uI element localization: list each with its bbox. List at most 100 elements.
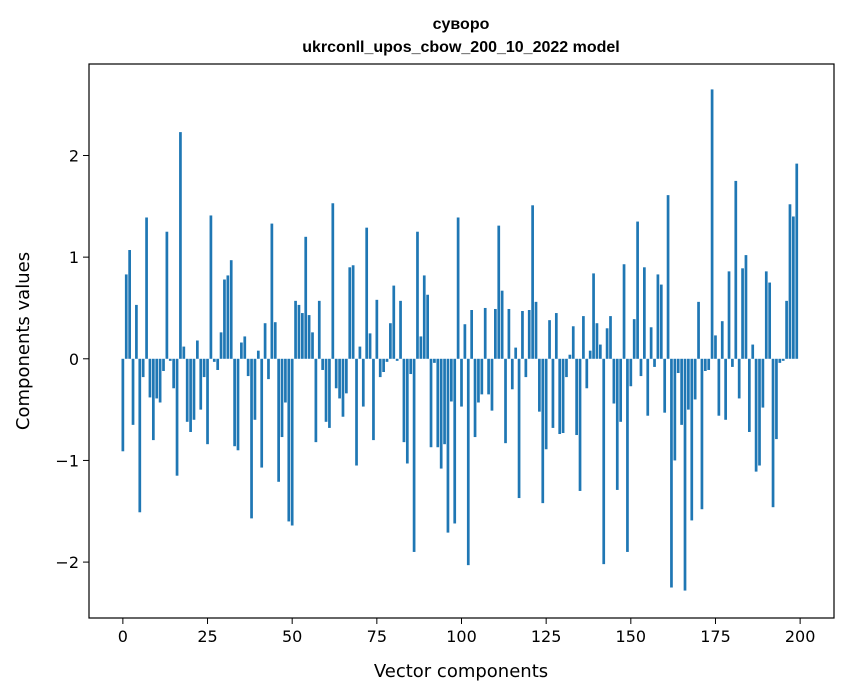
bar [229,260,233,359]
bar [433,358,436,363]
bar [334,358,338,389]
bar [426,294,429,359]
bar [392,285,396,359]
bar [131,358,135,425]
bar [781,358,785,361]
bar [449,358,453,402]
x-axis-label: Vector components [374,661,548,682]
bar [622,264,626,359]
bar [168,358,172,361]
bar [212,358,216,362]
bar [280,358,284,438]
bar [246,358,250,377]
bar [206,358,209,445]
bar [412,358,416,552]
bar [504,358,507,444]
bar [524,358,528,378]
bar [764,271,768,359]
bar [351,265,355,359]
bar [141,358,145,378]
bar [578,358,582,491]
bar [487,358,490,395]
x-tick-label: 150 [616,627,647,646]
bar [328,358,331,428]
bar [649,327,653,359]
bar [456,217,460,359]
bar [256,350,260,359]
x-tick-label: 75 [367,627,387,646]
bar [243,336,247,359]
bar [368,333,372,359]
bar [646,358,650,416]
bar [575,358,578,436]
bar [223,279,226,359]
bar [778,358,782,363]
bar [727,271,731,359]
bar [341,358,345,417]
x-tick-label: 25 [197,627,217,646]
bar [554,313,558,359]
bar [609,316,612,359]
bar [785,300,788,359]
bar [507,308,511,359]
bar [582,316,585,359]
bar [453,358,457,524]
bar [626,358,629,552]
bar [324,358,328,422]
plot-frame [88,63,835,619]
bar [155,358,159,399]
bar [670,358,673,588]
bar [216,358,220,370]
bar [128,250,131,359]
bar [558,358,562,435]
bar [321,358,325,370]
bar [788,204,792,359]
bar [585,358,589,389]
bar [389,323,392,359]
bar [480,358,484,395]
bar [771,358,775,508]
bar [179,132,182,359]
bar [477,358,480,403]
bar [250,358,253,519]
bar [629,358,633,387]
bar [768,282,772,359]
bar [666,195,670,359]
bar [202,358,206,378]
bar [534,301,538,359]
bar [263,323,267,359]
bar [595,323,599,359]
bar [348,267,352,359]
bar [267,358,270,380]
bar [317,300,321,359]
bar [287,358,291,522]
bar [345,358,348,394]
bar [490,358,494,411]
bar [720,321,724,359]
bar [527,310,531,359]
bar [653,358,656,367]
x-tick-label: 200 [785,627,816,646]
bar [439,358,443,469]
bar [405,358,409,464]
bar [365,227,369,359]
bar [717,358,721,416]
y-tick-label: 1 [69,248,79,267]
bar [514,347,518,359]
bar [568,354,572,359]
bar [446,358,450,533]
bar [429,358,433,448]
bar [544,358,548,450]
bar [182,346,186,359]
bar [185,358,189,422]
bar [714,335,717,359]
bar [483,307,487,359]
bar [162,358,165,371]
bar [273,322,277,359]
bar [639,358,643,377]
bar [619,358,623,422]
bar [734,180,738,359]
bar [598,344,602,359]
bar [710,89,714,359]
x-axis-ticks: 0 25 50 75 100 125 150 175 200 [118,618,816,646]
